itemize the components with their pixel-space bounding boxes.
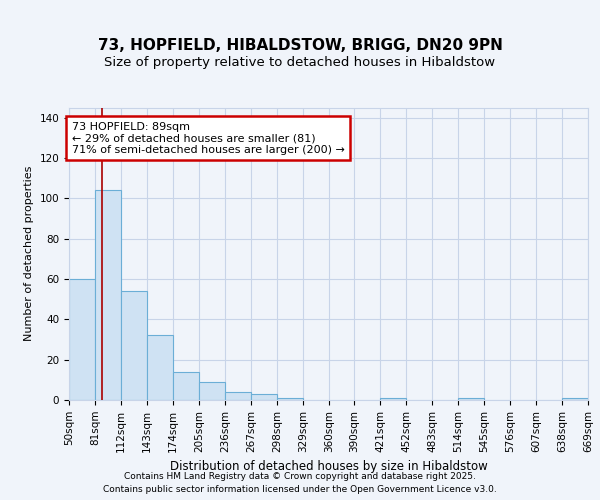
Y-axis label: Number of detached properties: Number of detached properties <box>24 166 34 342</box>
Bar <box>225 392 251 400</box>
Text: Size of property relative to detached houses in Hibaldstow: Size of property relative to detached ho… <box>104 56 496 69</box>
Bar <box>147 336 173 400</box>
Bar <box>199 382 225 400</box>
Bar <box>95 190 121 400</box>
Bar <box>380 398 406 400</box>
X-axis label: Distribution of detached houses by size in Hibaldstow: Distribution of detached houses by size … <box>170 460 487 473</box>
Text: 73, HOPFIELD, HIBALDSTOW, BRIGG, DN20 9PN: 73, HOPFIELD, HIBALDSTOW, BRIGG, DN20 9P… <box>98 38 502 52</box>
Bar <box>277 398 303 400</box>
Bar <box>173 372 199 400</box>
Text: Contains HM Land Registry data © Crown copyright and database right 2025.: Contains HM Land Registry data © Crown c… <box>124 472 476 481</box>
Text: Contains public sector information licensed under the Open Government Licence v3: Contains public sector information licen… <box>103 485 497 494</box>
Bar <box>458 398 484 400</box>
Bar <box>121 291 147 400</box>
Text: 73 HOPFIELD: 89sqm
← 29% of detached houses are smaller (81)
71% of semi-detache: 73 HOPFIELD: 89sqm ← 29% of detached hou… <box>71 122 344 155</box>
Bar <box>562 398 588 400</box>
Bar <box>251 394 277 400</box>
Bar <box>69 279 95 400</box>
